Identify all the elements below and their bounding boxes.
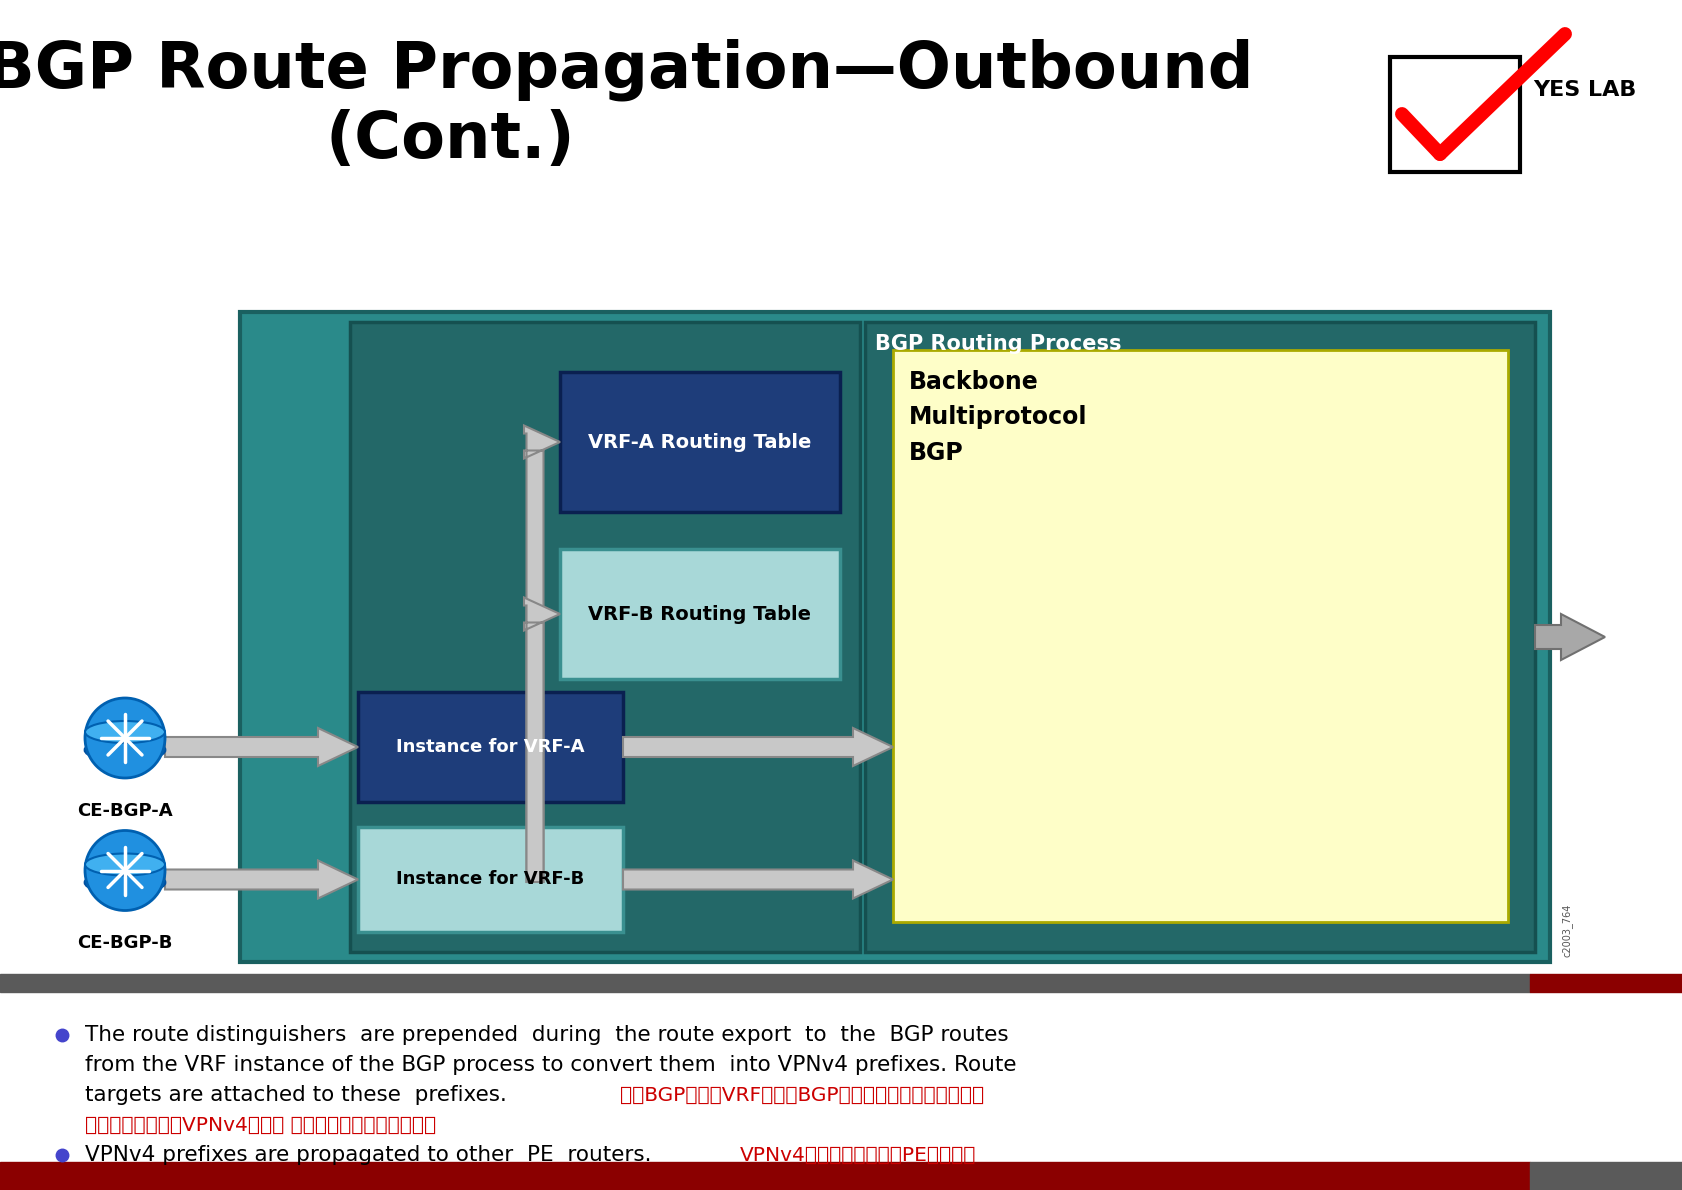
- Text: from the VRF instance of the BGP process to convert them  into VPNv4 prefixes. R: from the VRF instance of the BGP process…: [86, 1056, 1016, 1075]
- Text: Instance for VRF-A: Instance for VRF-A: [395, 738, 584, 756]
- Bar: [0, 1161, 1529, 1190]
- Text: BGP Route Propagation—Outbound: BGP Route Propagation—Outbound: [0, 39, 1253, 101]
- FancyBboxPatch shape: [358, 827, 622, 932]
- Polygon shape: [165, 860, 358, 898]
- Circle shape: [86, 831, 165, 910]
- Text: VPNv4 prefixes are propagated to other  PE  routers.: VPNv4 prefixes are propagated to other P…: [86, 1145, 658, 1165]
- Text: CE-BGP-A: CE-BGP-A: [77, 802, 173, 820]
- Ellipse shape: [86, 721, 165, 743]
- Text: (Cont.): (Cont.): [325, 109, 575, 171]
- Bar: [1529, 1161, 1682, 1190]
- FancyBboxPatch shape: [560, 549, 839, 679]
- FancyBboxPatch shape: [350, 322, 860, 952]
- Polygon shape: [165, 728, 358, 766]
- Bar: [1529, 973, 1682, 992]
- Text: VRF-A Routing Table: VRF-A Routing Table: [589, 432, 811, 451]
- Text: Backbone
Multiprotocol
BGP: Backbone Multiprotocol BGP: [908, 370, 1087, 465]
- Bar: [1389, 57, 1519, 173]
- Text: VRF-B Routing Table: VRF-B Routing Table: [589, 605, 811, 624]
- FancyBboxPatch shape: [358, 693, 622, 802]
- Bar: [0, 973, 1529, 992]
- Ellipse shape: [86, 853, 165, 876]
- Ellipse shape: [86, 739, 165, 760]
- FancyBboxPatch shape: [865, 322, 1534, 952]
- Polygon shape: [622, 728, 893, 766]
- FancyBboxPatch shape: [560, 372, 839, 512]
- Ellipse shape: [86, 871, 165, 894]
- Polygon shape: [1534, 614, 1605, 660]
- Text: VPNv4前缀被传播到其他PE路由器。: VPNv4前缀被传播到其他PE路由器。: [740, 1146, 976, 1165]
- Text: YES LAB: YES LAB: [1532, 80, 1635, 100]
- Polygon shape: [523, 597, 560, 882]
- Text: 在从BGP进程的VRF实例到BGP路由的路由导出路由标识符: 在从BGP进程的VRF实例到BGP路由的路由导出路由标识符: [619, 1085, 984, 1104]
- Text: CE-BGP-B: CE-BGP-B: [77, 934, 173, 952]
- Text: BGP Routing Process: BGP Routing Process: [875, 334, 1120, 353]
- Text: targets are attached to these  prefixes.: targets are attached to these prefixes.: [86, 1085, 506, 1106]
- Polygon shape: [523, 426, 560, 882]
- Text: The route distinguishers  are prepended  during  the route export  to  the  BGP : The route distinguishers are prepended d…: [86, 1025, 1008, 1045]
- Text: 之前，将其转换为VPNv4前缀。 路由目标附加到这些前缀。: 之前，将其转换为VPNv4前缀。 路由目标附加到这些前缀。: [86, 1115, 436, 1134]
- FancyBboxPatch shape: [241, 312, 1549, 962]
- Circle shape: [86, 699, 165, 778]
- Polygon shape: [622, 860, 893, 898]
- Text: c2003_764: c2003_764: [1561, 903, 1571, 957]
- FancyBboxPatch shape: [893, 350, 1507, 922]
- Text: Instance for VRF-B: Instance for VRF-B: [397, 871, 584, 889]
